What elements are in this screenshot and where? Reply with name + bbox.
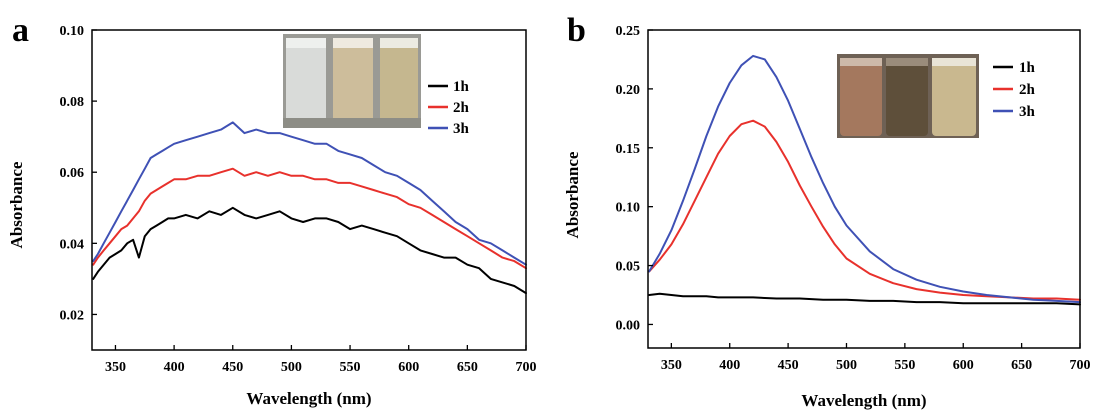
panel-a-plot-frame: [91, 29, 527, 351]
panel-a-series-2h-line: [92, 167, 527, 270]
panel-b-x-axis-title: Wavelength (nm): [801, 391, 926, 410]
panel-b-x-ticks: 350 400 450 500 550 600 650 700: [661, 343, 1091, 373]
panel-b-y-tick-label: 0.10: [616, 201, 641, 216]
panel-b-y-tick-label: 0.00: [616, 318, 641, 333]
panel-b-x-tick-label: 550: [894, 358, 915, 373]
panel-b-x-tick-label: 400: [719, 358, 740, 373]
panel-b-letter: b: [567, 12, 586, 49]
panel-a-plot-area: [92, 121, 527, 295]
panel-b-y-tick-label: 0.20: [616, 83, 641, 98]
panel-a-x-tick-label: 700: [516, 360, 537, 375]
panel-a-x-tick-label: 400: [164, 360, 185, 375]
panel-a: a 350 400 450 500 550 600 650 700 0.020.040.060…: [7, 12, 537, 408]
panel-a-x-tick-label: 450: [222, 360, 243, 375]
panel-b-y-axis-title: Absorbance: [563, 151, 582, 238]
panel-a-x-tick-label: 350: [105, 360, 126, 375]
panel-a-series-1h-line: [92, 206, 527, 295]
panel-b-series-1h-line: [648, 292, 1081, 306]
panel-a-y-tick-label: 0.06: [60, 166, 85, 181]
panel-b-y-tick-label: 0.05: [616, 260, 641, 275]
panel-b-legend: 1h 2h 3h: [993, 60, 1036, 120]
panel-b-plot-frame: [647, 29, 1081, 349]
panel-b-x-tick-label: 350: [661, 358, 682, 373]
panel-b: b 350 400 450 500 550 600 650 700 0.000.050.100…: [563, 12, 1091, 410]
panel-a-x-tick-label: 650: [457, 360, 478, 375]
panel-b-y-tick-label: 0.15: [616, 142, 641, 157]
panel-a-legend: 1h 2h 3h: [428, 79, 470, 137]
panel-b-y-ticks: 0.00 0.05 0.10 0.15 0.20 0.25: [616, 24, 653, 333]
panel-a-x-tick-label: 550: [340, 360, 361, 375]
panel-b-x-tick-label: 650: [1011, 358, 1032, 373]
panel-b-legend-3h-label: 3h: [1019, 104, 1036, 120]
panel-a-x-ticks: 350 400 450 500 550 600 650 700: [105, 345, 537, 375]
panel-a-x-axis-title: Wavelength (nm): [246, 389, 371, 408]
panel-a-y-tick-label: 0.08: [60, 95, 85, 110]
panel-b-x-tick-label: 500: [836, 358, 857, 373]
panel-a-y-tick-label: 0.04: [60, 237, 85, 252]
panel-b-series-3h-line: [648, 54, 1081, 304]
panel-b-legend-2h-label: 2h: [1019, 82, 1036, 98]
panel-a-series-3h-line: [92, 121, 527, 266]
panel-b-x-tick-label: 700: [1070, 358, 1091, 373]
panel-b-inset-vials-photo: [837, 54, 979, 138]
panel-a-legend-1h-label: 1h: [453, 79, 470, 95]
panel-b-x-tick-label: 600: [953, 358, 974, 373]
panel-a-y-tick-label: 0.02: [60, 308, 85, 323]
panel-a-y-ticks: 0.02 0.04 0.06 0.08 0.10: [60, 24, 97, 323]
panel-a-legend-3h-label: 3h: [453, 121, 470, 137]
panel-b-legend-1h-label: 1h: [1019, 60, 1036, 76]
panel-a-x-tick-label: 500: [281, 360, 302, 375]
panel-b-y-tick-label: 0.25: [616, 24, 641, 39]
panel-b-x-tick-label: 450: [778, 358, 799, 373]
panel-a-inset-vials-photo: [283, 34, 421, 128]
panel-b-plot-area: [648, 54, 1081, 306]
panel-a-y-tick-label: 0.10: [60, 24, 85, 39]
panel-a-letter: a: [12, 12, 29, 49]
panel-b-series-2h-line: [648, 119, 1081, 301]
panel-a-legend-2h-label: 2h: [453, 100, 470, 116]
panel-a-y-axis-title: Absorbance: [7, 161, 26, 248]
panel-a-x-tick-label: 600: [398, 360, 419, 375]
